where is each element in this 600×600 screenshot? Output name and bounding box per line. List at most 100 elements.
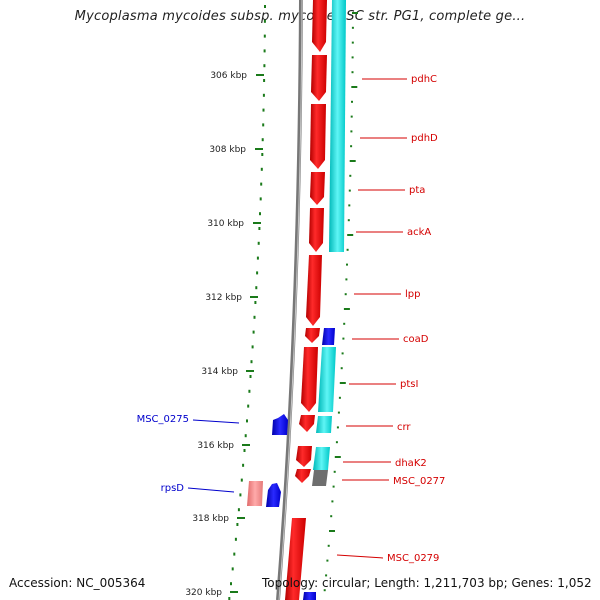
- gene-arrow: [312, 0, 327, 52]
- tick-dot: [347, 234, 354, 236]
- gene-label-group: MSC_0279: [336, 553, 439, 564]
- gene-label-group: dhaK2: [343, 458, 427, 469]
- tick-dot: [341, 352, 344, 355]
- tick-dot: [233, 552, 236, 556]
- tick-dot: [262, 108, 265, 112]
- tick-label: 306 kbp: [210, 71, 247, 81]
- tick-dot: [263, 64, 266, 68]
- tick-dot: [332, 485, 335, 488]
- tick-dot: [263, 19, 266, 23]
- gene-arrow: [310, 172, 325, 205]
- gene-label-group: pta: [358, 185, 425, 196]
- gene-label: ptsI: [400, 379, 418, 390]
- tick-dot: [345, 278, 348, 281]
- gene-label-group: MSC_0277: [342, 476, 445, 487]
- gene-arrow: [301, 347, 318, 412]
- tick-dot: [259, 212, 261, 216]
- gene-label: lpp: [405, 289, 420, 300]
- tick-dot: [327, 544, 330, 547]
- gene-arrow: [303, 592, 316, 600]
- tick-dot: [239, 493, 242, 497]
- scale-tick: 314 kbp: [201, 367, 254, 377]
- gene-label: MSC_0279: [387, 553, 439, 564]
- tick-dot: [237, 508, 240, 512]
- tick-dot: [246, 419, 248, 423]
- tick-dot: [242, 463, 245, 467]
- tick-dot: [256, 271, 259, 275]
- tick-dot: [253, 315, 256, 319]
- tick-dot: [335, 441, 338, 444]
- tick-dot: [347, 219, 350, 222]
- gene-label-group: rpsD: [161, 483, 235, 494]
- tick-label: 312 kbp: [205, 293, 242, 303]
- tick-dot: [256, 256, 259, 260]
- reverse-genes: [247, 328, 335, 600]
- tick-dot: [234, 537, 237, 541]
- tick-dot: [248, 389, 251, 393]
- gene-arrow: [322, 328, 335, 345]
- gene-label: rpsD: [161, 483, 185, 494]
- tick-dot: [333, 470, 336, 473]
- tick-dot: [330, 515, 333, 518]
- accession-text: Accession: NC_005364: [9, 576, 146, 590]
- tick-dot: [254, 301, 257, 304]
- gene-arrow: [309, 208, 324, 252]
- gene-label: pdhC: [411, 74, 437, 85]
- outer-tick-dots: [323, 12, 358, 592]
- tick-dot: [262, 93, 265, 97]
- tick-dot: [263, 79, 266, 82]
- tick-dot: [348, 189, 351, 192]
- tick-dot: [255, 286, 258, 290]
- gene-arrow: [247, 481, 263, 506]
- gene-label: pta: [409, 185, 425, 196]
- tick-dot: [351, 26, 354, 29]
- gene-label-group: lpp: [354, 289, 420, 300]
- cds-segment: [318, 347, 336, 412]
- gene-label-group: crr: [346, 422, 411, 433]
- tick-dot: [264, 5, 266, 8]
- tick-dot: [257, 241, 260, 245]
- tick-label: 308 kbp: [209, 145, 246, 155]
- gene-label: dhaK2: [395, 458, 427, 469]
- tick-dot: [260, 182, 263, 186]
- tick-dot: [352, 12, 358, 14]
- tick-dot: [251, 345, 254, 349]
- cds-track: [312, 0, 346, 486]
- scale-tick: 310 kbp: [207, 219, 261, 229]
- tick-dot: [243, 449, 246, 452]
- cds-segment: [316, 416, 332, 433]
- tick-dot: [261, 153, 264, 156]
- gene-arrow: [295, 469, 311, 483]
- gene-label: ackA: [407, 227, 431, 238]
- gene-label: MSC_0275: [137, 414, 189, 425]
- left-gene-labels: MSC_0275 rpsD: [137, 414, 240, 494]
- tick-dot: [325, 574, 328, 577]
- gene-arrow: [266, 483, 281, 507]
- tick-dot: [334, 456, 341, 458]
- gene-label: pdhD: [411, 133, 438, 144]
- tick-dot: [339, 382, 346, 384]
- scale-tick: 320 kbp: [185, 588, 238, 598]
- scale-tick: 318 kbp: [192, 514, 245, 524]
- tick-dot: [343, 308, 350, 310]
- tick-dots: [228, 5, 266, 600]
- tick-dot: [263, 34, 266, 38]
- gene-label-group: pdhD: [360, 133, 438, 144]
- forward-genes: [285, 0, 327, 600]
- gene-label-group: ptsI: [349, 379, 418, 390]
- scale-ticks: 306 kbp 308 kbp 310 kbp 312 kbp 314 kbp …: [185, 71, 264, 598]
- tick-dot: [346, 248, 349, 251]
- tick-dot: [351, 71, 354, 74]
- tick-dot: [350, 115, 353, 118]
- gene-arrow: [285, 518, 306, 600]
- tick-dot: [346, 263, 348, 266]
- cds-segment: [329, 0, 346, 252]
- tick-dot: [337, 411, 340, 414]
- tick-dot: [349, 174, 352, 177]
- tick-dot: [351, 100, 353, 103]
- scale-tick: 312 kbp: [205, 293, 258, 303]
- tick-dot: [260, 167, 263, 171]
- tick-dot: [351, 86, 358, 88]
- tick-dot: [258, 227, 261, 230]
